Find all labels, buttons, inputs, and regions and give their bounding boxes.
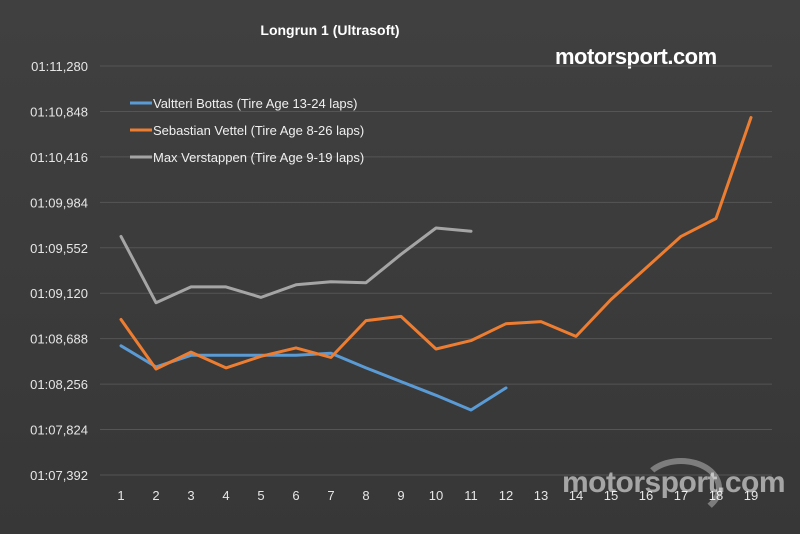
legend-label: Valtteri Bottas (Tire Age 13-24 laps): [153, 96, 357, 111]
x-tick-label: 10: [429, 488, 443, 503]
x-tick-label: 2: [152, 488, 159, 503]
gridlines: [100, 65, 772, 476]
x-tick-label: 3: [187, 488, 194, 503]
series-line-3: [119, 226, 473, 305]
x-tick-label: 7: [327, 488, 334, 503]
legend-label: Sebastian Vettel (Tire Age 8-26 laps): [153, 123, 364, 138]
series-line-1: [119, 344, 508, 412]
motorsport-logo: motorsport.com: [555, 44, 717, 70]
x-tick-label: 13: [534, 488, 548, 503]
y-tick-label: 01:07,392: [30, 468, 88, 483]
y-tick-label: 01:10,416: [30, 150, 88, 165]
x-tick-label: 8: [362, 488, 369, 503]
y-tick-label: 01:07,824: [30, 423, 88, 438]
x-tick-label: 11: [464, 488, 478, 503]
x-tick-label: 1: [117, 488, 124, 503]
y-tick-label: 01:11,280: [31, 59, 88, 74]
x-tick-label: 12: [499, 488, 513, 503]
y-tick-label: 01:09,984: [30, 195, 88, 210]
watermark-swoosh-icon: [640, 458, 722, 518]
motorsport-watermark: motorsport.com: [562, 466, 786, 499]
x-tick-label: 6: [292, 488, 299, 503]
x-tick-label: 4: [222, 488, 229, 503]
logo-main-text: motorsport: [555, 44, 668, 69]
y-tick-label: 01:08,688: [30, 332, 88, 347]
y-tick-label: 01:08,256: [30, 377, 88, 392]
series-lines: [119, 116, 753, 412]
y-axis-ticks: 01:07,392 01:07,824 01:08,256 01:08,688 01:0…: [30, 59, 88, 483]
x-tick-label: 19: [744, 488, 758, 503]
x-tick-label: 15: [604, 488, 618, 503]
chart-title: Longrun 1 (Ultrasoft): [260, 22, 400, 38]
y-tick-label: 01:10,848: [30, 104, 88, 119]
legend: Valtteri Bottas (Tire Age 13-24 laps) Seb…: [130, 96, 364, 165]
x-axis-ticks: 1 2 3 4 5 6 7 8 9 10 11 12 13 14 15 16 17 18 19: [117, 488, 758, 503]
x-tick-label: 5: [257, 488, 264, 503]
logo-suffix-text: .com: [667, 44, 717, 69]
legend-label: Max Verstappen (Tire Age 9-19 laps): [153, 150, 364, 165]
x-tick-label: 9: [397, 488, 404, 503]
y-tick-label: 01:09,552: [30, 241, 88, 256]
y-tick-label: 01:09,120: [30, 286, 88, 301]
x-tick-label: 14: [569, 488, 583, 503]
series-line-2: [119, 116, 753, 371]
